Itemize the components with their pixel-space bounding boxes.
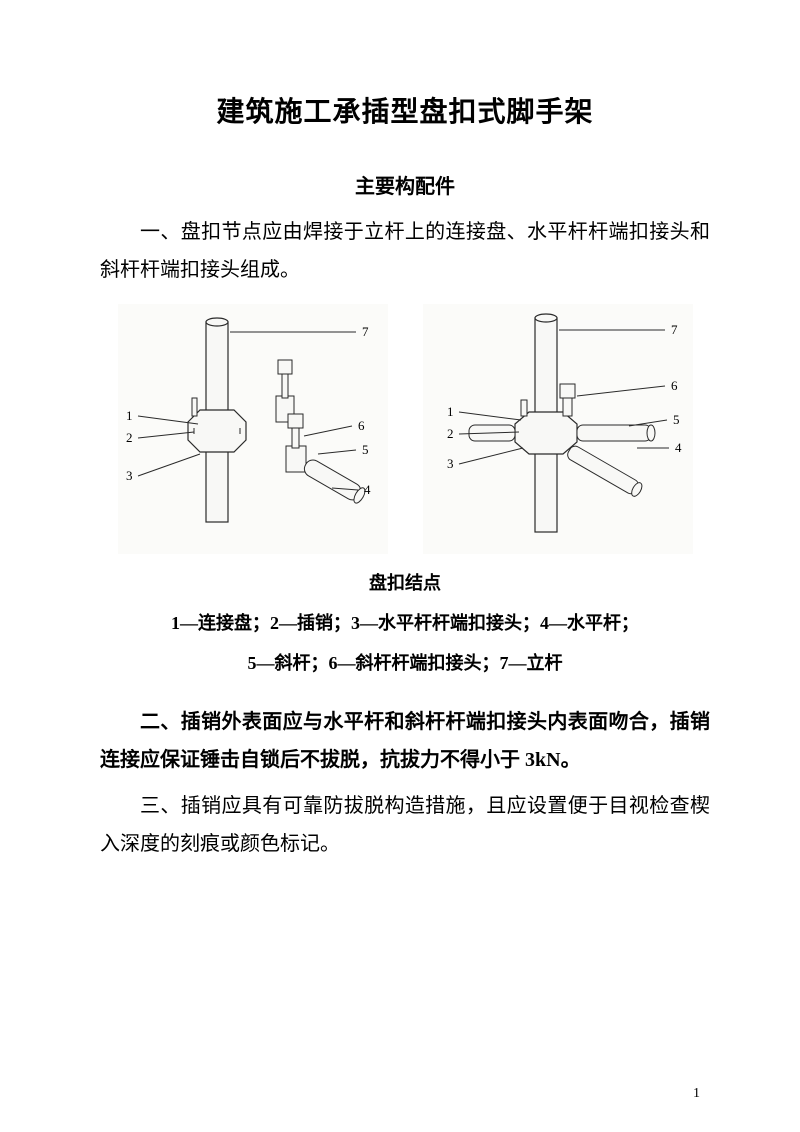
paragraph-1: 一、盘扣节点应由焊接于立杆上的连接盘、水平杆杆端扣接头和斜杆杆端扣接头组成。	[100, 213, 710, 289]
label-4b: 4	[675, 440, 682, 455]
label-1b: 1	[447, 404, 454, 419]
label-5b: 5	[673, 412, 680, 427]
label-4: 4	[364, 482, 371, 497]
label-6: 6	[358, 418, 365, 433]
paragraph-2: 二、插销外表面应与水平杆和斜杆杆端扣接头内表面吻合，插销连接应保证锤击自锁后不拔…	[100, 703, 710, 779]
figure-row: 7 1 2 3	[100, 299, 710, 559]
label-5: 5	[362, 442, 369, 457]
paragraph-3: 三、插销应具有可靠防拔脱构造措施，且应设置便于目视检查楔入深度的刻痕或颜色标记。	[100, 787, 710, 863]
label-2: 2	[126, 430, 133, 445]
diagram-exploded: 7 1 2 3	[118, 304, 388, 554]
diagram-assembled: 7 6 5 4 1 2 3	[423, 304, 693, 554]
label-1: 1	[126, 408, 133, 423]
label-7: 7	[362, 324, 369, 339]
label-7b: 7	[671, 322, 678, 337]
figure-caption-title: 盘扣结点	[100, 565, 710, 601]
section-subtitle: 主要构配件	[100, 170, 710, 199]
page-title: 建筑施工承插型盘扣式脚手架	[100, 90, 710, 130]
label-3: 3	[126, 468, 133, 483]
figure-legend-2: 5—斜杆；6—斜杆杆端扣接头；7—立杆	[100, 645, 710, 681]
label-2b: 2	[447, 426, 454, 441]
document-page: 建筑施工承插型盘扣式脚手架 主要构配件 一、盘扣节点应由焊接于立杆上的连接盘、水…	[0, 0, 800, 1132]
figure-legend-1: 1—连接盘；2—插销；3—水平杆杆端扣接头；4—水平杆；	[100, 605, 710, 641]
label-3b: 3	[447, 456, 454, 471]
label-6b: 6	[671, 378, 678, 393]
page-number: 1	[693, 1086, 700, 1102]
